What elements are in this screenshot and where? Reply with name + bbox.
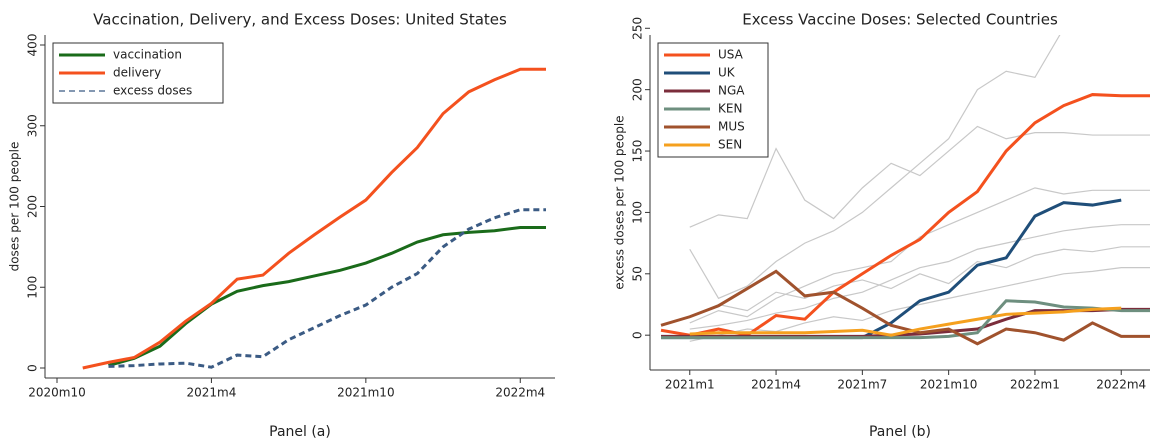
y-tick-label: 0 [631,331,645,339]
x-tick-label: 2020m10 [28,386,86,400]
x-tick-label: 2021m4 [751,378,801,392]
x-tick-label: 2021m10 [337,386,395,400]
legend-label: KEN [718,102,742,116]
y-tick-label: 200 [631,78,645,101]
chart-title: Excess Vaccine Doses: Selected Countries [742,11,1058,29]
legend-label: MUS [718,120,745,134]
x-tick-label: 2021m1 [665,378,715,392]
x-tick-label: 2022m4 [495,386,545,400]
series-line [689,267,1150,342]
legend-label: UK [718,66,736,80]
series-line [108,208,546,369]
series-line [689,224,1150,330]
y-tick-label: 250 [631,17,645,40]
series-line [108,225,546,368]
y-tick-label: 100 [26,276,40,299]
legend-label: delivery [113,66,161,80]
y-tick-label: 300 [26,114,40,137]
x-tick-label: 2022m1 [1010,378,1060,392]
legend-label: excess doses [113,84,192,98]
series-line [689,35,1150,300]
y-axis-label: doses per 100 people [8,142,22,272]
series-line [689,125,1150,228]
x-tick-label: 2022m4 [1096,378,1146,392]
caption: Panel (a) [269,424,331,440]
legend-label: SEN [718,138,742,152]
series-line [689,187,1150,324]
series-line [689,246,1150,318]
y-axis-label: excess doses per 100 people [613,115,627,289]
x-tick-label: 2021m4 [186,386,236,400]
y-tick-label: 400 [26,34,40,57]
series-line [82,67,546,370]
legend-label: USA [718,48,744,62]
legend-label: vaccination [113,48,182,62]
chart-title: Vaccination, Delivery, and Excess Doses:… [93,11,507,29]
x-tick-label: 2021m7 [837,378,887,392]
y-tick-label: 100 [631,201,645,224]
x-tick-label: 2021m10 [920,378,978,392]
y-tick-label: 150 [631,140,645,163]
y-tick-label: 200 [26,195,40,218]
series-line [689,306,1122,337]
legend-box [657,42,769,158]
y-tick-label: 0 [26,364,40,372]
series-line [661,198,1122,340]
series-line [661,299,1150,340]
series-line [660,269,1150,346]
legend-label: NGA [718,84,745,98]
y-tick-label: 50 [631,266,645,281]
caption: Panel (b) [869,424,931,440]
